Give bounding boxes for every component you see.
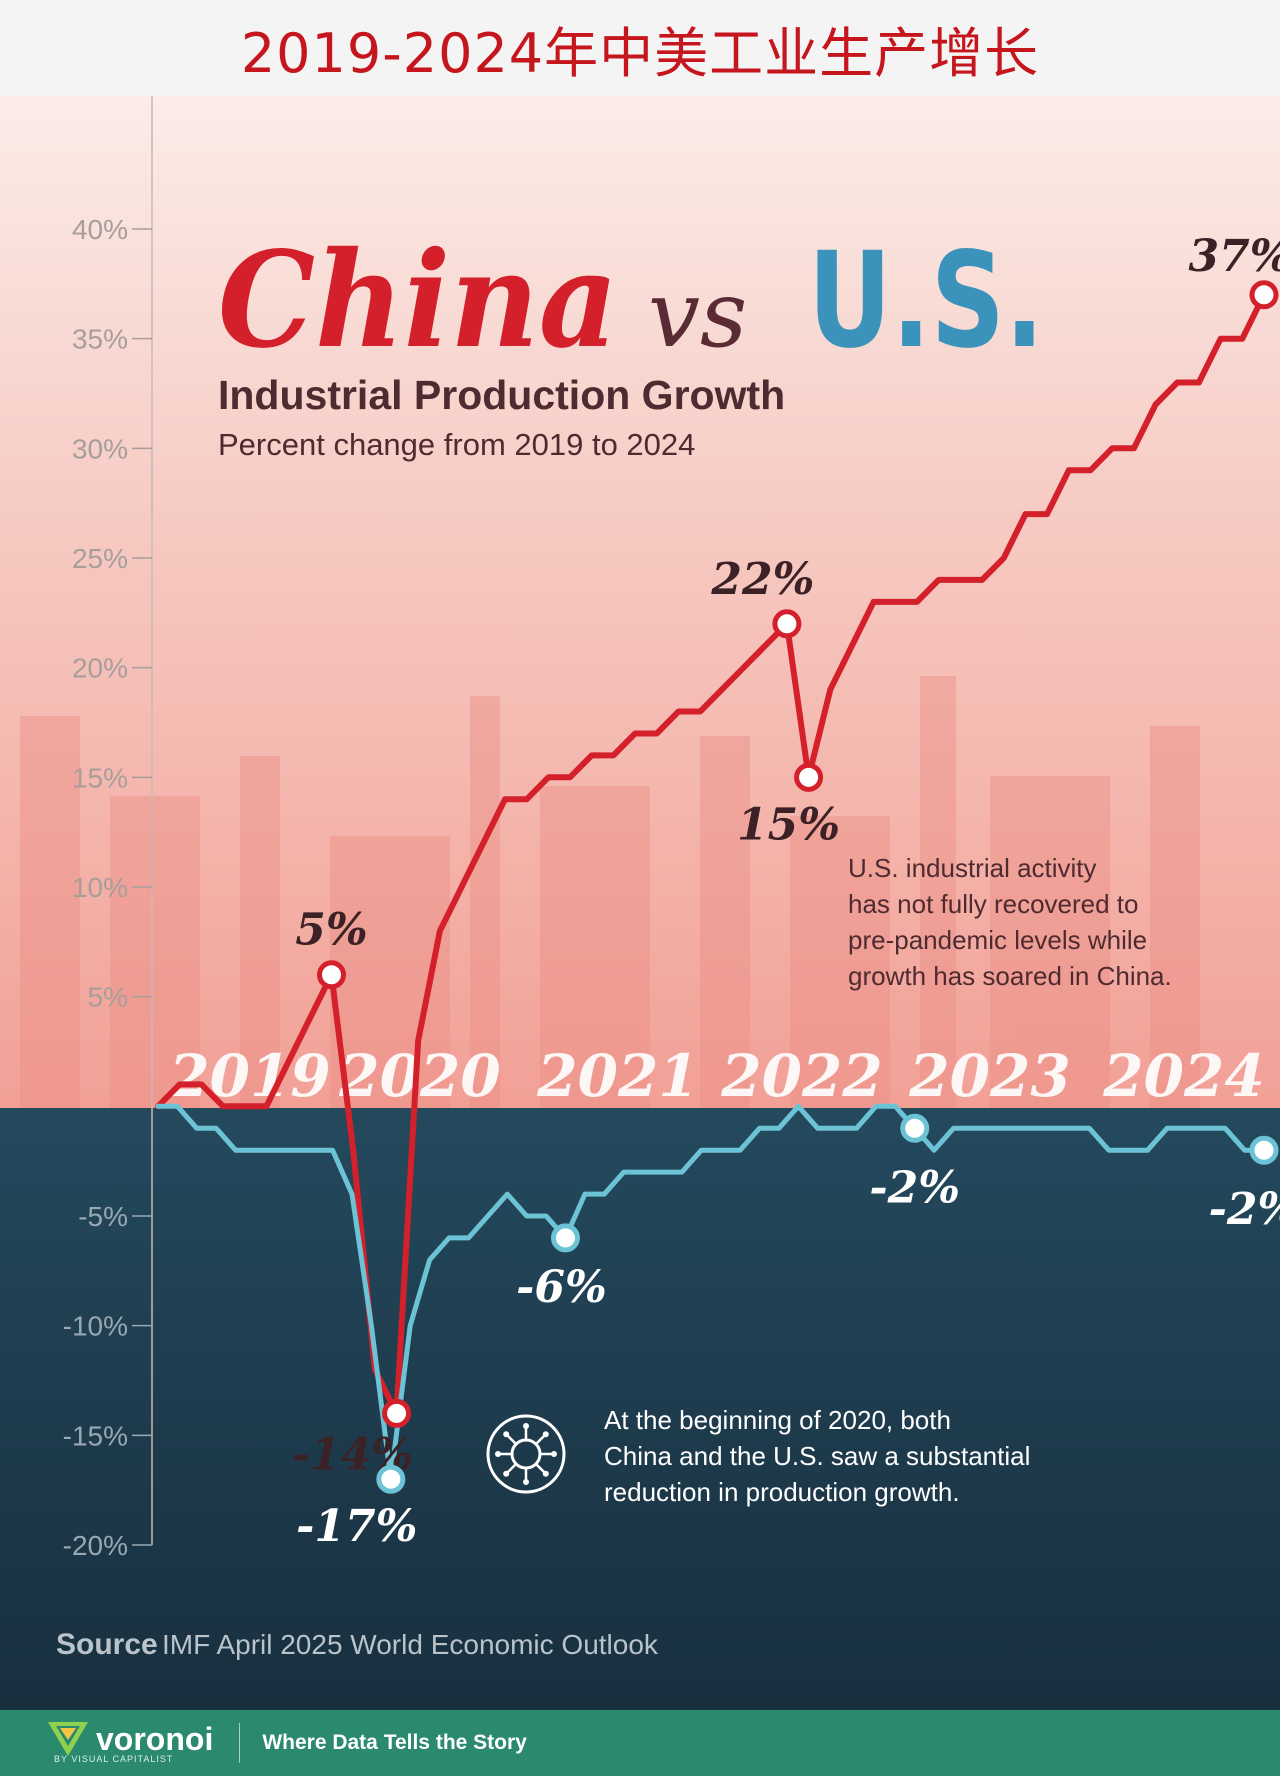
voronoi-logo-icon xyxy=(48,1722,88,1756)
brand-name: voronoi xyxy=(96,1721,214,1757)
chart-subtitle: Industrial Production Growth xyxy=(218,372,785,418)
y-tick-label: 20% xyxy=(72,653,128,684)
virus-icon-spike xyxy=(506,1434,517,1445)
virus-icon-spike-tip xyxy=(523,1423,529,1429)
virus-icon-spike xyxy=(506,1463,517,1474)
year-label: 2024 xyxy=(1102,1042,1264,1110)
virus-icon-spike-tip xyxy=(551,1451,557,1457)
china-point-0-marker xyxy=(316,960,346,990)
virus-icon-spike-tip xyxy=(542,1470,549,1477)
y-tick-label: 30% xyxy=(72,433,128,464)
y-tick-label: 5% xyxy=(88,982,128,1013)
annotation-us-recovery-line: has not fully recovered to xyxy=(848,889,1139,919)
china-point-4-label: 37% xyxy=(1188,231,1280,282)
virus-icon-spike-tip xyxy=(503,1431,510,1438)
source-text: IMF April 2025 World Economic Outlook xyxy=(162,1629,659,1660)
y-tick-label: 15% xyxy=(72,762,128,793)
us-point-1-marker xyxy=(550,1223,580,1253)
title-vs: vs xyxy=(648,261,747,368)
virus-icon-spike xyxy=(535,1463,546,1474)
y-tick-label: -5% xyxy=(78,1201,128,1232)
virus-icon xyxy=(486,1414,566,1494)
y-tick-label: -10% xyxy=(63,1311,128,1342)
series-line-china xyxy=(155,291,1267,1417)
year-label: 2021 xyxy=(536,1042,698,1110)
positive-region xyxy=(0,96,1280,1108)
y-tick-label: 25% xyxy=(72,543,128,574)
y-tick-label: 35% xyxy=(72,324,128,355)
china-point-2-marker xyxy=(772,609,802,639)
china-point-3-marker xyxy=(794,762,824,792)
virus-icon-spike-tip xyxy=(503,1470,510,1477)
annotation-us-recovery-line: pre-pandemic levels while xyxy=(848,925,1147,955)
banner-title: 2019-2024年中美工业生产增长 xyxy=(240,21,1040,85)
us-point-0-marker xyxy=(376,1464,406,1494)
brand-logo: voronoi BY VISUAL CAPITALIST xyxy=(0,1722,213,1764)
y-tick-label: 10% xyxy=(72,872,128,903)
year-label: 2023 xyxy=(908,1042,1070,1110)
virus-icon-spike xyxy=(535,1434,546,1445)
source-label: Source xyxy=(56,1628,158,1661)
us-point-2-label: -2% xyxy=(869,1162,960,1213)
y-tick-label: 40% xyxy=(72,214,128,245)
china-point-0-label: 5% xyxy=(295,905,367,956)
title-us: U.S. xyxy=(808,224,1044,378)
title-china: China xyxy=(218,223,618,378)
china-point-3-label: 15% xyxy=(737,799,840,850)
annotation-2020-line: At the beginning of 2020, both xyxy=(604,1405,951,1435)
virus-icon-spike-tip xyxy=(523,1479,529,1485)
us-point-1-label: -6% xyxy=(516,1262,607,1313)
banner: 2019-2024年中美工业生产增长 xyxy=(0,0,1280,96)
negative-region xyxy=(0,1108,1280,1710)
series-line-us xyxy=(155,1103,1267,1482)
annotation-2020-line: China and the U.S. saw a substantial xyxy=(604,1441,1030,1471)
tagline: Where Data Tells the Story xyxy=(262,1731,527,1754)
virus-icon-spike-tip xyxy=(495,1451,501,1457)
footer-divider xyxy=(239,1723,241,1763)
us-point-3-label: -2% xyxy=(1209,1184,1280,1235)
annotation-2020-line: reduction in production growth. xyxy=(604,1477,960,1507)
year-label: 2019 xyxy=(168,1042,330,1110)
y-tick-label: -15% xyxy=(63,1420,128,1451)
china-point-1-marker xyxy=(382,1398,412,1428)
annotation-us-recovery-line: growth has soared in China. xyxy=(848,961,1172,991)
china-point-2-label: 22% xyxy=(710,554,814,605)
annotation-us-recovery-line: U.S. industrial activity xyxy=(848,853,1097,883)
year-label: 2022 xyxy=(720,1042,882,1110)
us-point-0-label: -17% xyxy=(296,1501,417,1552)
china-point-4-marker xyxy=(1249,280,1279,310)
line-chart: Source IMF April 2025 World Economic Out… xyxy=(0,96,1280,1710)
brand-subtitle: BY VISUAL CAPITALIST xyxy=(54,1754,174,1764)
virus-icon-spike-tip xyxy=(542,1431,549,1438)
us-point-2-marker xyxy=(900,1113,930,1143)
y-tick-label: -20% xyxy=(63,1530,128,1561)
source: Source IMF April 2025 World Economic Out… xyxy=(56,1628,659,1661)
us-point-3-marker xyxy=(1249,1135,1279,1165)
chart-panel: Source IMF April 2025 World Economic Out… xyxy=(0,96,1280,1710)
chart-subtitle-2: Percent change from 2019 to 2024 xyxy=(218,427,695,462)
footer: voronoi BY VISUAL CAPITALIST Where Data … xyxy=(0,1710,1280,1776)
